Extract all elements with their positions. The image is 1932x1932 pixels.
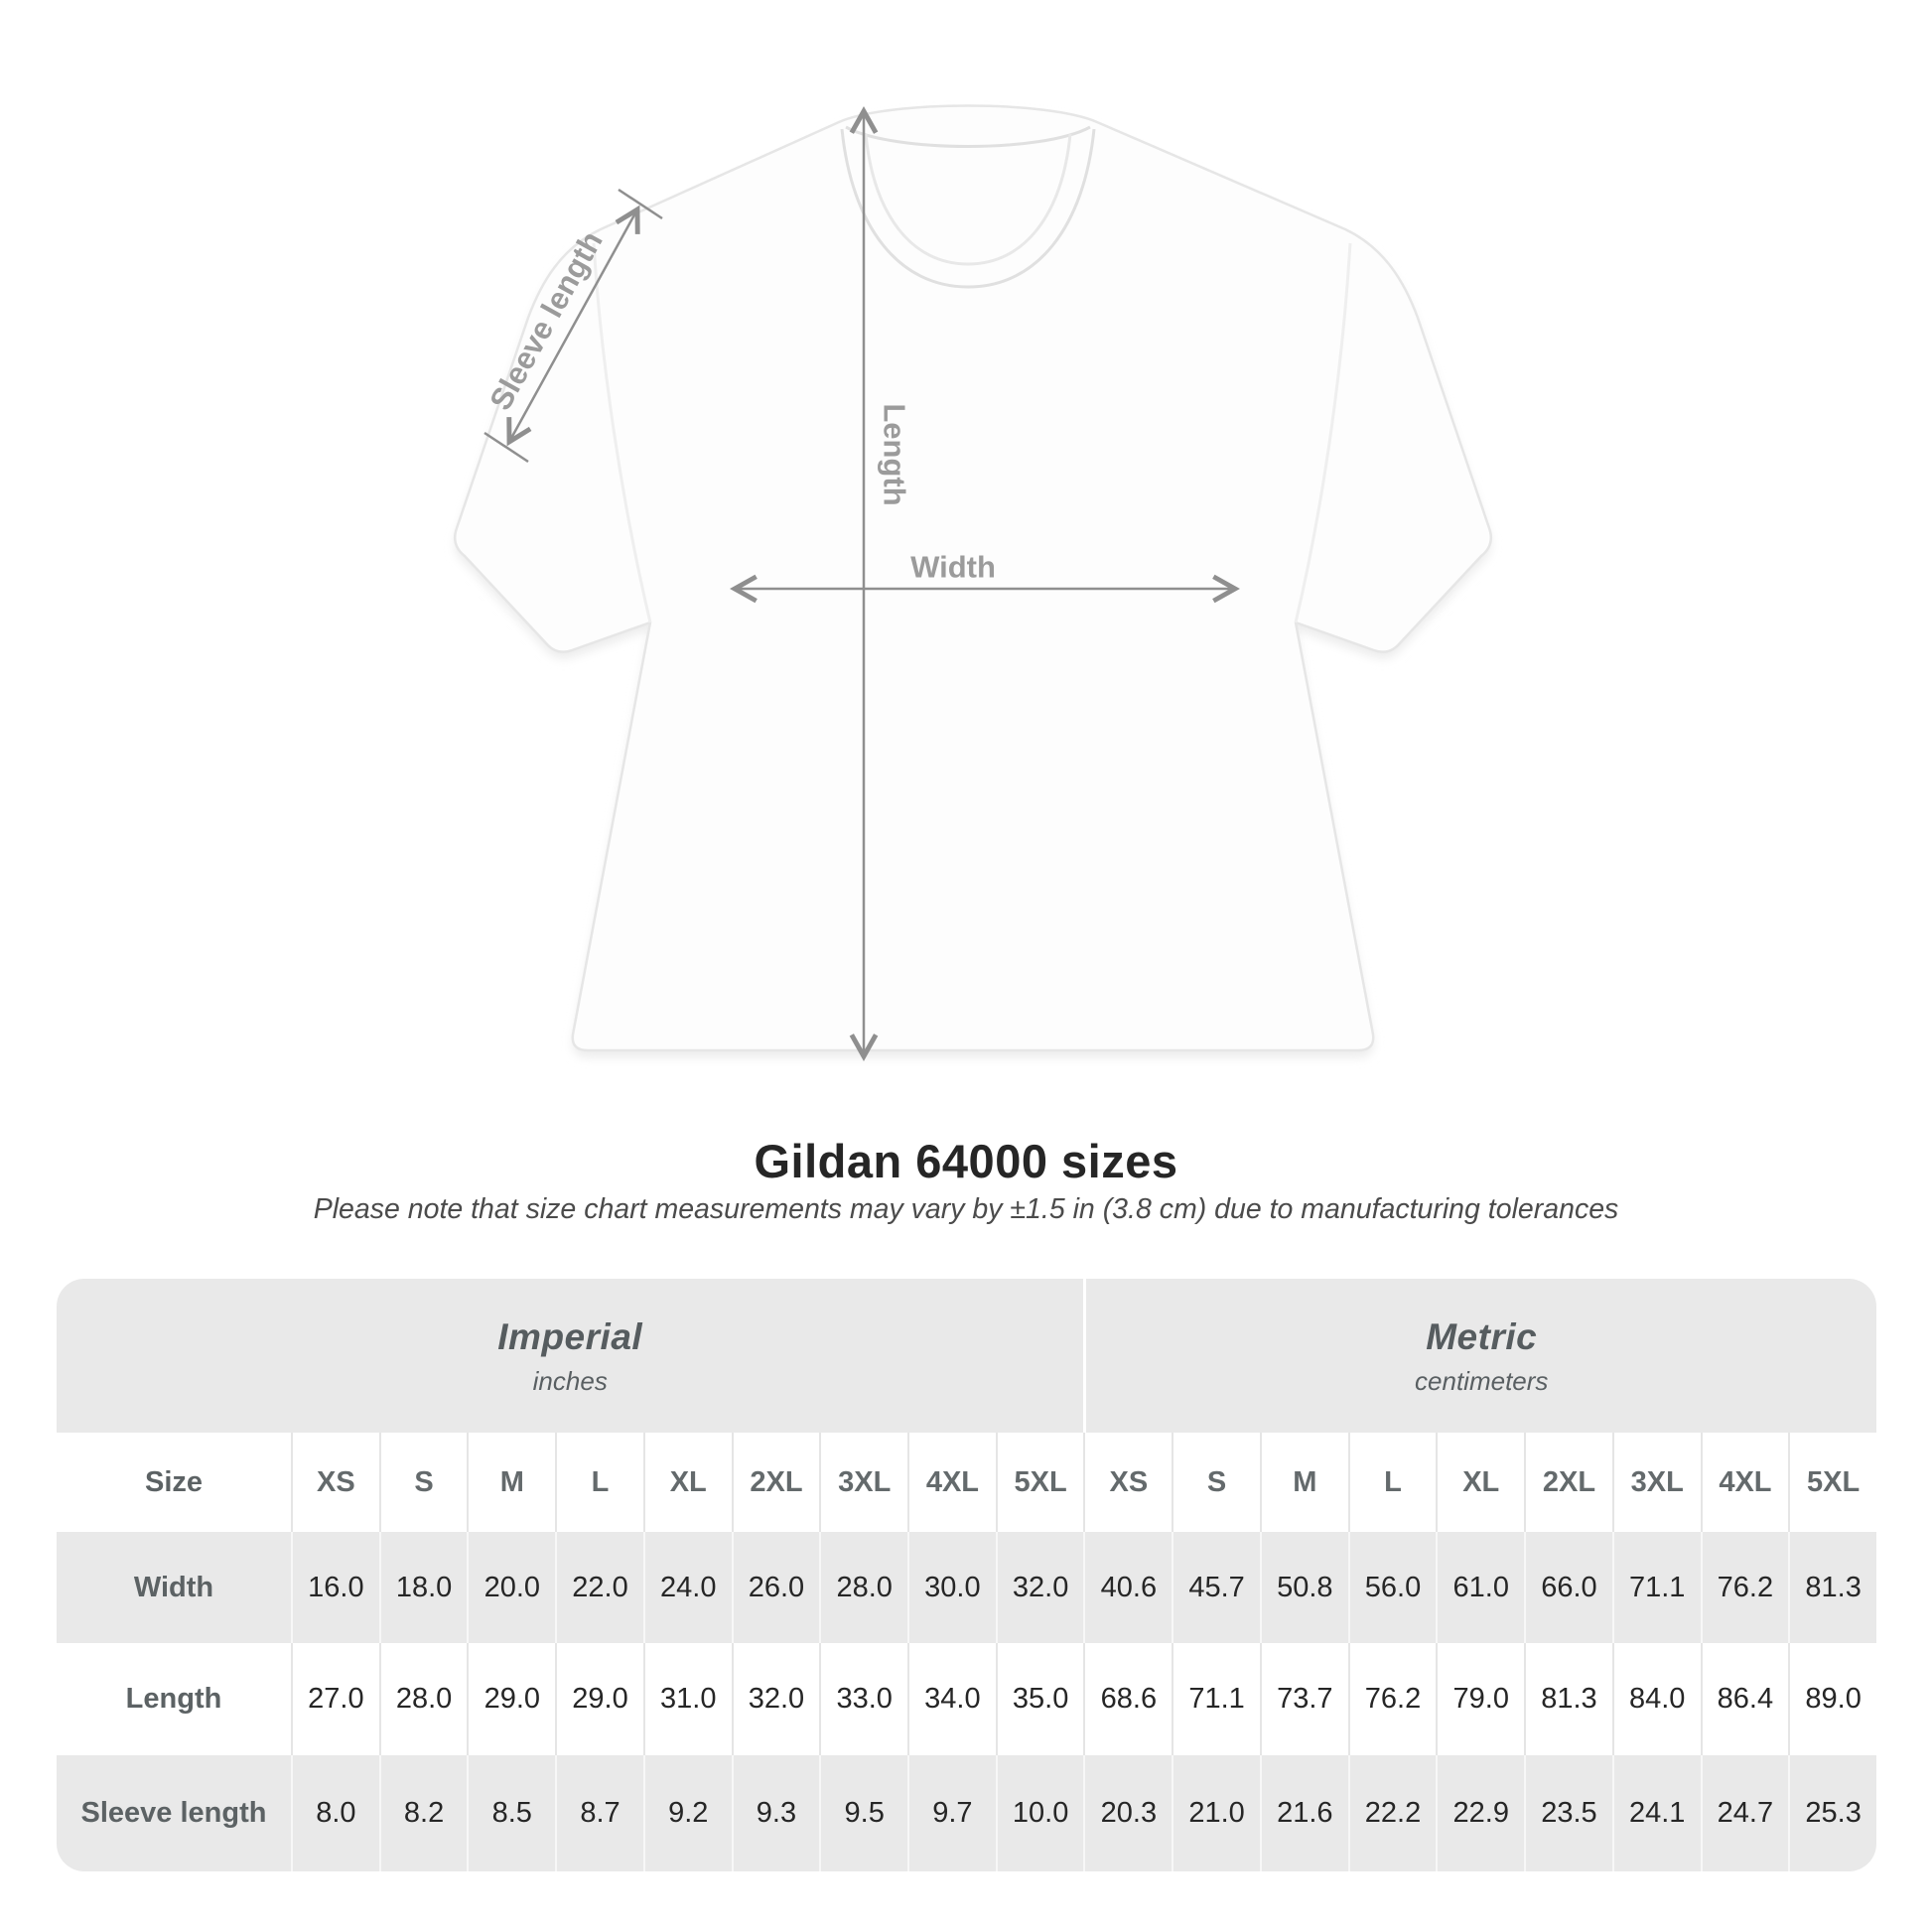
size-value-metric: 22.2	[1347, 1755, 1437, 1871]
size-col-header-metric: 5XL	[1788, 1433, 1876, 1532]
size-value-imperial: 26.0	[731, 1532, 820, 1643]
measurement-row-label: Length	[57, 1643, 291, 1755]
size-value-metric: 25.3	[1788, 1755, 1876, 1871]
sleeve-arrow-end-tick	[618, 188, 663, 220]
size-value-imperial: 8.0	[291, 1755, 379, 1871]
size-value-imperial: 8.2	[378, 1755, 468, 1871]
size-value-metric: 81.3	[1524, 1643, 1612, 1755]
metric-group-label: Metric	[1426, 1316, 1538, 1357]
size-value-imperial: 32.0	[995, 1532, 1084, 1643]
size-value-metric: 68.6	[1083, 1643, 1173, 1755]
sleeve-arrow-start-tick	[483, 431, 529, 464]
size-value-metric: 71.1	[1172, 1643, 1260, 1755]
size-value-metric: 86.4	[1700, 1643, 1789, 1755]
size-col-header-metric: XS	[1083, 1433, 1173, 1532]
size-value-imperial: 8.7	[555, 1755, 643, 1871]
size-value-imperial: 33.0	[819, 1643, 908, 1755]
size-value-metric: 76.2	[1347, 1643, 1437, 1755]
size-value-metric: 40.6	[1083, 1532, 1173, 1643]
size-col-header-metric: 4XL	[1700, 1433, 1789, 1532]
unit-group-imperial: Imperial inches	[57, 1279, 1084, 1433]
size-value-metric: 89.0	[1788, 1643, 1876, 1755]
tolerance-note: Please note that size chart measurements…	[313, 1193, 1619, 1225]
size-value-metric: 61.0	[1436, 1532, 1525, 1643]
size-value-imperial: 28.0	[378, 1643, 468, 1755]
length-label: Length	[878, 403, 912, 505]
size-value-metric: 23.5	[1524, 1755, 1612, 1871]
measurement-row-label: Sleeve length	[57, 1755, 291, 1871]
size-col-header-imperial: XS	[291, 1433, 379, 1532]
dimension-lines	[483, 106, 1240, 1061]
size-col-header-imperial: 2XL	[731, 1433, 820, 1532]
size-value-metric: 50.8	[1259, 1532, 1348, 1643]
size-value-imperial: 24.0	[642, 1532, 732, 1643]
size-value-metric: 76.2	[1700, 1532, 1789, 1643]
size-value-metric: 73.7	[1259, 1643, 1348, 1755]
size-col-header-imperial: 5XL	[995, 1433, 1084, 1532]
size-col-header-metric: XL	[1436, 1433, 1525, 1532]
measurement-row-label: Width	[57, 1532, 291, 1643]
size-value-metric: 45.7	[1172, 1532, 1260, 1643]
width-label: Width	[910, 550, 996, 585]
size-col-header-imperial: 3XL	[819, 1433, 908, 1532]
size-value-imperial: 8.5	[467, 1755, 556, 1871]
size-col-header-metric: S	[1172, 1433, 1260, 1532]
size-value-imperial: 9.3	[731, 1755, 820, 1871]
size-row-label: Size	[57, 1433, 291, 1532]
size-value-imperial: 27.0	[291, 1643, 379, 1755]
size-value-imperial: 28.0	[819, 1532, 908, 1643]
size-value-imperial: 35.0	[995, 1643, 1084, 1755]
size-value-metric: 21.6	[1259, 1755, 1348, 1871]
imperial-group-label: Imperial	[497, 1316, 643, 1357]
sleeve-length-arrow	[506, 205, 640, 447]
size-col-header-imperial: M	[467, 1433, 556, 1532]
size-value-metric: 56.0	[1347, 1532, 1437, 1643]
size-value-imperial: 9.2	[642, 1755, 732, 1871]
size-value-imperial: 22.0	[555, 1532, 643, 1643]
page-title: Gildan 64000 sizes	[754, 1135, 1178, 1187]
tshirt-size-diagram: Sleeve length Length Width	[454, 104, 1492, 1061]
size-value-metric: 22.9	[1436, 1755, 1525, 1871]
size-value-metric: 71.1	[1611, 1532, 1701, 1643]
size-value-imperial: 32.0	[731, 1643, 820, 1755]
size-value-imperial: 34.0	[907, 1643, 996, 1755]
size-col-header-imperial: 4XL	[907, 1433, 996, 1532]
size-value-metric: 79.0	[1436, 1643, 1525, 1755]
size-value-metric: 81.3	[1788, 1532, 1876, 1643]
size-value-metric: 24.1	[1611, 1755, 1701, 1871]
size-value-imperial: 9.5	[819, 1755, 908, 1871]
size-col-header-metric: M	[1259, 1433, 1348, 1532]
size-value-imperial: 9.7	[907, 1755, 996, 1871]
size-col-header-imperial: XL	[642, 1433, 732, 1532]
metric-group-units: centimeters	[1415, 1366, 1549, 1396]
size-value-imperial: 10.0	[995, 1755, 1084, 1871]
size-chart-table: Imperial inches Metric centimeters Size X…	[57, 1279, 1876, 1871]
size-value-metric: 21.0	[1172, 1755, 1260, 1871]
size-value-imperial: 29.0	[467, 1643, 556, 1755]
size-value-imperial: 29.0	[555, 1643, 643, 1755]
size-value-imperial: 30.0	[907, 1532, 996, 1643]
size-value-imperial: 31.0	[642, 1643, 732, 1755]
size-col-header-imperial: L	[555, 1433, 643, 1532]
size-value-metric: 20.3	[1083, 1755, 1173, 1871]
imperial-group-units: inches	[532, 1366, 608, 1396]
size-col-header-metric: 2XL	[1524, 1433, 1612, 1532]
size-value-imperial: 18.0	[378, 1532, 468, 1643]
size-value-metric: 66.0	[1524, 1532, 1612, 1643]
size-value-metric: 84.0	[1611, 1643, 1701, 1755]
size-col-header-metric: L	[1347, 1433, 1437, 1532]
size-value-metric: 24.7	[1700, 1755, 1789, 1871]
size-col-header-metric: 3XL	[1611, 1433, 1701, 1532]
size-value-imperial: 16.0	[291, 1532, 379, 1643]
size-col-header-imperial: S	[378, 1433, 468, 1532]
size-value-imperial: 20.0	[467, 1532, 556, 1643]
unit-group-metric: Metric centimeters	[1083, 1279, 1876, 1433]
